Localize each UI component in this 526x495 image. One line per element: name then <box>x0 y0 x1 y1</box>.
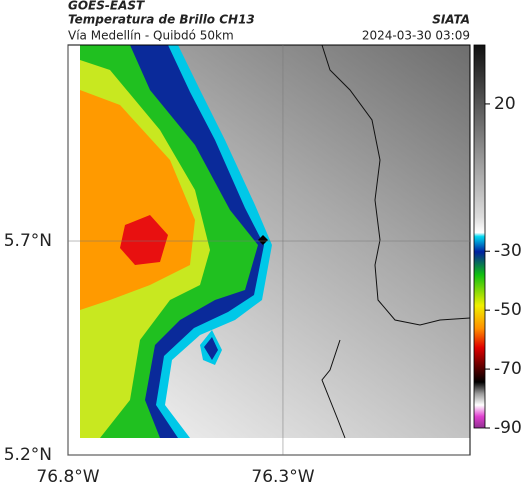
boundary <box>321 339 346 439</box>
timestamp: 2024-03-30 03:09 <box>362 29 470 43</box>
colorbar-tick-label: -90 <box>494 418 522 438</box>
colorbar-tick-label: -50 <box>494 300 522 320</box>
colorbar-tick-label: -30 <box>494 241 522 261</box>
station-marker <box>258 235 268 245</box>
y-tick-label: 5.7°N <box>4 231 52 251</box>
cloud-cell-core <box>204 337 218 360</box>
product: Temperatura de Brillo CH13 <box>68 13 255 27</box>
x-tick-label: 76.8°W <box>36 467 99 487</box>
cloud-orange <box>80 90 195 310</box>
brand: SIATA <box>432 13 470 27</box>
satellite: GOES-EAST <box>68 0 145 13</box>
boundary <box>321 44 471 326</box>
colorbar <box>473 44 486 429</box>
satellite-image <box>80 44 471 439</box>
colorbar-tick-label: 20 <box>494 94 516 114</box>
colorbar-tick-label: -70 <box>494 359 522 379</box>
y-tick-label: 5.2°N <box>4 445 52 465</box>
cloud-red <box>120 215 168 265</box>
x-tick-label: 76.3°W <box>251 467 314 487</box>
region: Vía Medellín - Quibdó 50km <box>68 29 234 43</box>
